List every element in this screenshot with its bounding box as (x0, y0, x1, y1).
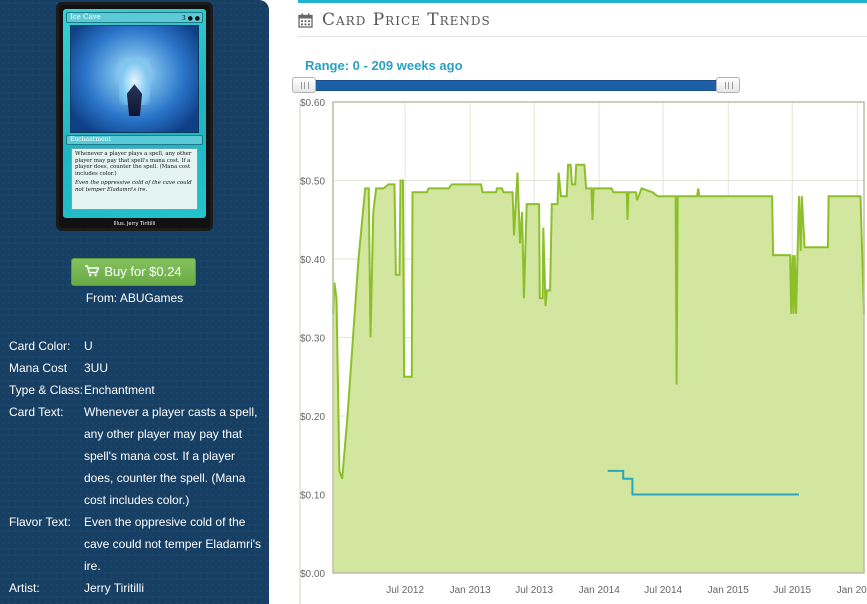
card-image-title: Ice Cave (70, 13, 101, 21)
range-label: Range: 0 - 209 weeks ago (305, 58, 463, 73)
x-tick-label: Jan 2014 (579, 585, 621, 596)
seller-label: From: ABUGames (85, 291, 184, 305)
buy-button[interactable]: Buy for $0.24 (71, 258, 196, 286)
detail-card-color: Card Color: U (9, 335, 267, 357)
y-tick-label: $0.20 (300, 412, 325, 423)
card-sidebar: Ice Cave 3 ● ● Enchantment Whenever a pl… (0, 0, 269, 604)
x-tick-label: Jan 2015 (708, 585, 750, 596)
x-tick-label: Jul 2013 (515, 585, 553, 596)
cart-icon (85, 265, 100, 277)
detail-card-text: Card Text: Whenever a player casts a spe… (9, 401, 267, 511)
card-image[interactable]: Ice Cave 3 ● ● Enchantment Whenever a pl… (56, 2, 213, 231)
detail-type-class: Type & Class: Enchantment (9, 379, 267, 401)
page-title: Card Price Trends (322, 10, 491, 30)
x-tick-label: Jan 2013 (450, 585, 492, 596)
detail-value: Jerry Tiritilli (84, 581, 144, 595)
card-image-rules: Whenever a player plays a spell, any oth… (75, 151, 192, 177)
card-image-mana: 3 ● ● (181, 15, 200, 22)
detail-flavor-text: Flavor Text: Even the oppresive cold of … (9, 511, 267, 577)
detail-label: Flavor Text: (9, 515, 71, 529)
range-slider-handle-start[interactable] (292, 77, 316, 93)
y-tick-label: $0.60 (300, 98, 325, 109)
x-tick-label: Jul 2015 (773, 585, 811, 596)
detail-value: Enchantment (84, 383, 155, 397)
detail-label: Artist: (9, 581, 40, 595)
detail-label: Card Text: (9, 405, 64, 419)
detail-value: Even the oppresive cold of the cave coul… (84, 515, 262, 573)
price-line-series-2 (607, 469, 799, 496)
buy-button-label: Buy for $0.24 (104, 264, 182, 279)
y-tick-label: $0.10 (300, 491, 325, 502)
card-details: Card Color: U Mana Cost 3UU Type & Class… (9, 335, 267, 599)
calendar-icon (298, 13, 313, 28)
price-chart: $0.00 $0.10 $0.20 $0.30 $0.40 $0.50 $0.60 Jul 2… (299, 98, 867, 604)
title-divider (298, 36, 867, 37)
detail-value: 3UU (84, 361, 109, 375)
range-slider-track[interactable] (300, 80, 738, 91)
card-artwork (70, 25, 199, 133)
card-image-textbox: Whenever a player plays a spell, any oth… (71, 148, 198, 210)
price-area-fill (333, 164, 864, 574)
detail-label: Mana Cost (9, 361, 68, 375)
y-tick-label: $0.30 (300, 334, 325, 345)
y-tick-label: $0.00 (300, 569, 325, 580)
detail-value: U (84, 339, 93, 353)
detail-mana-cost: Mana Cost 3UU (9, 357, 267, 379)
detail-value: Whenever a player casts a spell, any oth… (84, 405, 258, 507)
x-tick-label: Jul 2012 (386, 585, 424, 596)
detail-label: Card Color: (9, 339, 71, 353)
y-tick-label: $0.40 (300, 255, 325, 266)
detail-artist: Artist: Jerry Tiritilli (9, 577, 267, 599)
range-slider-handle-end[interactable] (716, 77, 740, 93)
x-tick-label: Jan 2016 (837, 585, 867, 596)
top-accent-bar (298, 0, 867, 3)
card-image-flavor: Even the oppressive cold of the cave cou… (75, 180, 192, 193)
card-image-type: Enchantment (66, 135, 203, 145)
price-line-series-1 (332, 163, 865, 480)
x-tick-label: Jul 2014 (644, 585, 682, 596)
detail-label: Type & Class: (9, 383, 84, 397)
y-tick-label: $0.50 (300, 177, 325, 188)
card-image-artist: Illus. Jerry Tiritilli (113, 221, 156, 227)
